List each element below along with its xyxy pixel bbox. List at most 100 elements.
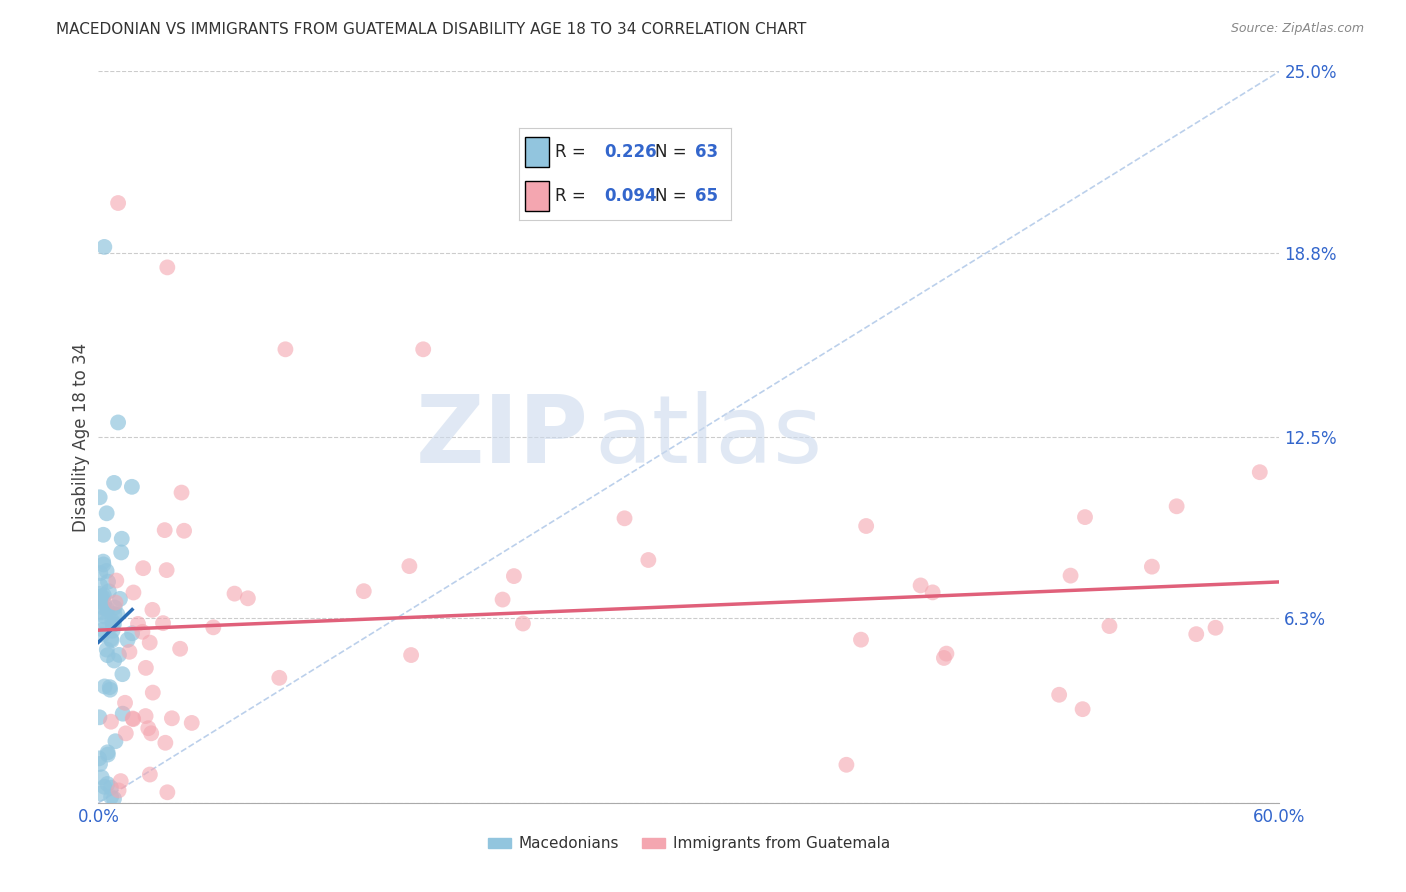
- Point: [935, 647, 957, 661]
- Point: [141, 726, 163, 740]
- Point: [180, 715, 202, 730]
- Point: [90, 787, 112, 801]
- Point: [104, 734, 127, 748]
- Point: [96, 602, 118, 616]
- Point: [156, 260, 179, 275]
- Point: [152, 616, 174, 631]
- Point: [173, 524, 195, 538]
- Point: [96, 642, 118, 657]
- Text: R =: R =: [555, 143, 591, 161]
- Point: [491, 592, 513, 607]
- Point: [503, 569, 526, 583]
- Point: [224, 587, 246, 601]
- Point: [93, 596, 115, 610]
- Point: [90, 592, 112, 607]
- Point: [121, 626, 143, 640]
- Text: 63: 63: [696, 143, 718, 161]
- Point: [169, 641, 191, 656]
- Point: [101, 618, 124, 632]
- Point: [127, 616, 149, 631]
- Point: [93, 558, 115, 572]
- Point: [118, 645, 141, 659]
- Point: [87, 751, 110, 765]
- Text: N =: N =: [655, 143, 692, 161]
- Point: [103, 617, 125, 632]
- Point: [107, 196, 129, 211]
- Point: [1185, 627, 1208, 641]
- Point: [855, 519, 877, 533]
- Point: [100, 790, 122, 805]
- Point: [89, 590, 111, 604]
- Point: [93, 588, 115, 602]
- Point: [142, 685, 165, 699]
- Point: [96, 564, 118, 578]
- Point: [91, 623, 114, 637]
- Point: [91, 555, 114, 569]
- Point: [202, 620, 225, 634]
- Point: [104, 600, 127, 615]
- Point: [94, 609, 117, 624]
- Point: [89, 587, 111, 601]
- Text: 65: 65: [696, 187, 718, 205]
- Point: [114, 726, 136, 740]
- Point: [103, 653, 125, 667]
- Point: [412, 343, 434, 357]
- Point: [91, 528, 114, 542]
- Point: [1047, 688, 1070, 702]
- Point: [94, 615, 117, 630]
- Point: [512, 616, 534, 631]
- Point: [93, 600, 115, 615]
- Point: [141, 603, 163, 617]
- Point: [103, 607, 125, 621]
- Point: [93, 680, 115, 694]
- Point: [637, 553, 659, 567]
- Point: [97, 747, 120, 762]
- Point: [155, 736, 177, 750]
- Point: [274, 343, 297, 357]
- Point: [110, 774, 132, 789]
- Point: [1098, 619, 1121, 633]
- Point: [236, 591, 259, 606]
- Point: [97, 574, 120, 589]
- Point: [1140, 559, 1163, 574]
- Point: [132, 561, 155, 575]
- Point: [93, 240, 115, 254]
- Point: [1166, 500, 1188, 514]
- Point: [613, 511, 636, 525]
- Point: [114, 696, 136, 710]
- Point: [121, 711, 143, 725]
- Point: [107, 607, 129, 622]
- Point: [398, 559, 420, 574]
- Text: ZIP: ZIP: [416, 391, 589, 483]
- Point: [399, 648, 422, 662]
- Point: [122, 585, 145, 599]
- Point: [1205, 621, 1227, 635]
- Point: [156, 785, 179, 799]
- Point: [93, 780, 115, 794]
- Point: [131, 624, 153, 639]
- Text: 0.226: 0.226: [605, 143, 657, 161]
- Point: [89, 490, 111, 504]
- Point: [89, 710, 111, 724]
- Point: [1074, 510, 1097, 524]
- Text: 0.094: 0.094: [605, 187, 657, 205]
- Point: [90, 605, 112, 619]
- Legend: Macedonians, Immigrants from Guatemala: Macedonians, Immigrants from Guatemala: [482, 830, 896, 857]
- Point: [121, 480, 143, 494]
- Text: N =: N =: [655, 187, 692, 205]
- Point: [103, 791, 125, 805]
- Point: [108, 648, 131, 662]
- FancyBboxPatch shape: [526, 136, 548, 167]
- Point: [97, 648, 120, 663]
- Point: [849, 632, 872, 647]
- Point: [138, 635, 160, 649]
- Point: [910, 578, 932, 592]
- Point: [107, 783, 129, 797]
- Point: [160, 711, 183, 725]
- Point: [153, 523, 176, 537]
- Point: [111, 706, 134, 721]
- Point: [96, 777, 118, 791]
- Point: [170, 485, 193, 500]
- Point: [353, 584, 375, 599]
- Point: [921, 585, 943, 599]
